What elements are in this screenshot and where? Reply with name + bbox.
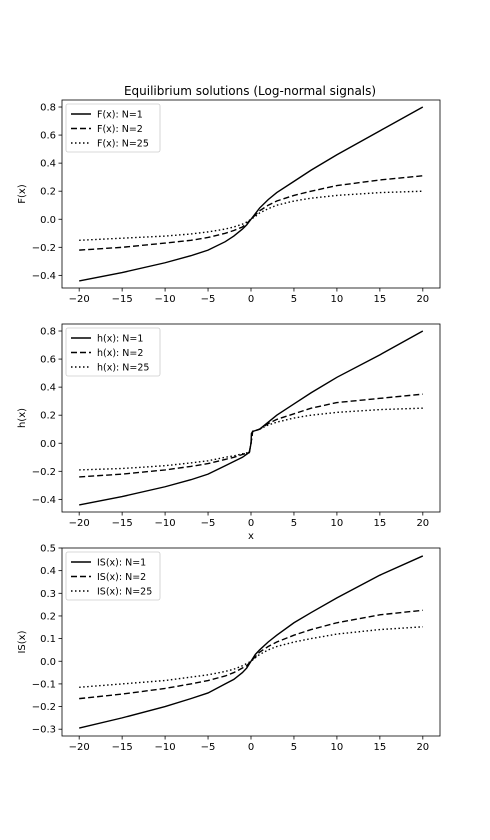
y-tick-label: 0.6: [40, 355, 56, 366]
y-tick-label: 0.8: [40, 103, 56, 114]
y-tick-label: −0.1: [32, 679, 56, 690]
y-tick-label: 0.8: [40, 327, 56, 338]
legend-label: h(x): N=2: [97, 348, 143, 359]
y-axis-label: IS(x): [17, 630, 28, 653]
y-axis-label: F(x): [17, 184, 28, 204]
y-tick-label: 0.6: [40, 131, 56, 142]
y-tick-label: 0.2: [40, 411, 56, 422]
x-tick-label: −20: [69, 518, 90, 529]
x-tick-label: 10: [331, 742, 344, 753]
x-tick-label: −5: [201, 294, 216, 305]
y-tick-label: 0.0: [40, 215, 56, 226]
y-tick-label: 0.2: [40, 611, 56, 622]
x-tick-label: 15: [373, 294, 386, 305]
y-tick-label: 0.5: [40, 544, 56, 555]
x-tick-label: −10: [155, 294, 176, 305]
y-tick-label: −0.2: [32, 702, 56, 713]
x-tick-label: −15: [112, 294, 133, 305]
legend-box: [65, 103, 161, 153]
series-line-dashed: [79, 609, 423, 700]
x-tick-label: 0: [248, 518, 254, 529]
chart-panel-1: −20 −15 −10 −5 0 5 10 15 20 −0.4 −0.2 0.0 0.2 0.4 0.6 0…: [17, 99, 441, 305]
y-tick-label: 0.4: [40, 383, 56, 394]
y-tick-label: −0.2: [32, 467, 56, 478]
x-axis-label: x: [248, 531, 254, 542]
y-tick-label: −0.3: [32, 725, 56, 736]
series-line-dashed: [79, 175, 423, 251]
legend-box: [65, 551, 161, 601]
x-tick-label: 5: [291, 518, 297, 529]
y-tick-label: −0.2: [32, 243, 56, 254]
legend: IS(x): N=1 IS(x): N=2 IS(x): N=25: [65, 551, 161, 601]
y-tick-label: 0.1: [40, 634, 56, 645]
y-tick-label: 0.0: [40, 439, 56, 450]
legend-label: h(x): N=1: [97, 334, 143, 345]
y-tick-label: 0.0: [40, 657, 56, 668]
x-tick-label: 15: [373, 742, 386, 753]
y-tick-label: 0.2: [40, 187, 56, 198]
chart-panels: −20 −15 −10 −5 0 5 10 15 20 −0.4 −0.2 0.0 0.2 0.4 0.6 0…: [17, 99, 441, 753]
x-tick-label: 5: [291, 742, 297, 753]
legend: F(x): N=1 F(x): N=2 F(x): N=25: [65, 103, 161, 153]
x-tick-label: −20: [69, 294, 90, 305]
legend: h(x): N=1 h(x): N=2 h(x): N=25: [65, 327, 161, 377]
x-tick-label: 5: [291, 294, 297, 305]
legend-label: IS(x): N=25: [97, 587, 152, 598]
x-tick-label: 20: [416, 294, 429, 305]
x-tick-label: 0: [248, 742, 254, 753]
series-line-dotted: [79, 407, 423, 471]
legend-label: F(x): N=25: [97, 139, 149, 150]
figure-title: Equilibrium solutions (Log-normal signal…: [124, 84, 376, 98]
x-tick-label: 10: [331, 518, 344, 529]
legend-label: F(x): N=2: [97, 124, 143, 135]
x-tick-label: 10: [331, 294, 344, 305]
y-tick-label: −0.4: [32, 495, 56, 506]
x-tick-label: 20: [416, 742, 429, 753]
x-tick-label: 0: [248, 294, 254, 305]
x-tick-label: 20: [416, 518, 429, 529]
chart-panel-2: −20 −15 −10 −5 0 5 10 15 20 −0.4 −0.2 0.0 0.2 0.4 0.6 0…: [17, 323, 441, 542]
x-tick-label: −10: [155, 518, 176, 529]
legend-label: F(x): N=1: [97, 110, 143, 121]
series-line-solid: [79, 555, 424, 729]
chart-panel-3: −20 −15 −10 −5 0 5 10 15 20 −0.3 −0.2 −0.1 0.0 0.1 0.2…: [17, 544, 441, 753]
series-line-solid: [79, 106, 424, 282]
x-tick-label: −15: [112, 742, 133, 753]
legend-box: [65, 327, 161, 377]
legend-label: h(x): N=25: [97, 363, 149, 374]
x-tick-label: −20: [69, 742, 90, 753]
y-tick-label: 0.3: [40, 589, 56, 600]
legend-label: IS(x): N=2: [97, 572, 146, 583]
x-tick-label: 15: [373, 518, 386, 529]
series-line-dashed: [79, 393, 423, 478]
y-tick-label: 0.4: [40, 566, 56, 577]
series-line-solid: [79, 330, 424, 506]
x-tick-label: −5: [201, 742, 216, 753]
x-tick-label: −10: [155, 742, 176, 753]
series-line-dotted: [79, 626, 423, 688]
y-axis-label: h(x): [17, 408, 28, 428]
y-tick-label: 0.4: [40, 159, 56, 170]
x-tick-label: −5: [201, 518, 216, 529]
x-tick-label: −15: [112, 518, 133, 529]
series-line-dotted: [79, 190, 423, 241]
y-tick-label: −0.4: [32, 271, 56, 282]
legend-label: IS(x): N=1: [97, 558, 146, 569]
